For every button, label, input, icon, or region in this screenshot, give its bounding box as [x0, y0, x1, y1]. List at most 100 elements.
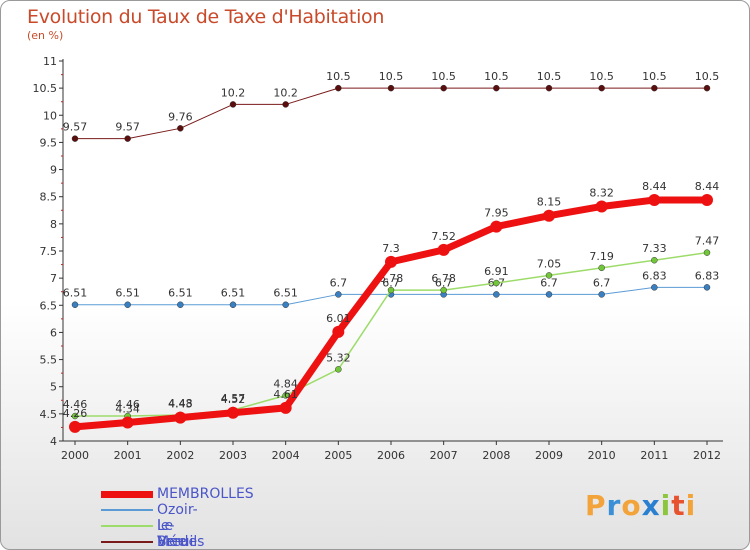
data-label: 7.19: [589, 250, 614, 263]
data-label: 4.48: [168, 397, 193, 410]
chart-title: Evolution du Taux de Taxe d'Habitation: [27, 6, 385, 28]
data-point: [648, 193, 661, 206]
data-label: 8.15: [537, 196, 562, 209]
data-point: [335, 291, 342, 298]
y-tick-label: 7: [50, 272, 57, 285]
data-point: [493, 84, 500, 92]
logo-letter: x: [641, 489, 661, 522]
data-point: [124, 301, 131, 308]
x-tick-label: 2006: [377, 449, 405, 462]
x-tick-label: 2008: [482, 449, 510, 462]
x-tick-label: 2011: [640, 449, 668, 462]
data-label: 4.57: [221, 392, 246, 405]
data-label: 7.05: [537, 257, 562, 270]
data-label: 4.46: [115, 398, 140, 411]
data-label: 7.95: [484, 207, 509, 220]
data-point: [71, 412, 79, 420]
data-label: 7.47: [695, 235, 720, 248]
data-label: 6.51: [221, 287, 246, 300]
data-point: [385, 255, 397, 268]
data-label: 6.83: [642, 269, 667, 282]
y-tick-label: 5: [50, 381, 57, 394]
data-point: [493, 291, 500, 298]
data-point: [490, 220, 503, 233]
data-point: [493, 279, 500, 287]
y-tick-label: 9: [50, 164, 57, 177]
y-tick-label: 4: [50, 435, 57, 448]
data-label: 4.46: [63, 398, 88, 411]
logo-letter: i: [660, 489, 672, 522]
chart-subtitle: (en %): [27, 29, 64, 42]
data-point: [598, 84, 605, 92]
data-point: [598, 291, 605, 298]
y-tick-label: 8: [50, 218, 57, 231]
data-point: [387, 84, 395, 92]
data-point: [71, 135, 79, 142]
data-label: 6.7: [593, 276, 611, 289]
data-label: 4.52: [221, 393, 246, 406]
data-point: [282, 301, 289, 308]
data-label: 6.51: [273, 287, 298, 300]
logo-letter: r: [606, 489, 622, 522]
legend-label: MEMBROLLES: [157, 486, 254, 502]
data-label: 10.5: [537, 70, 562, 83]
x-tick-label: 2000: [61, 449, 89, 462]
data-point: [703, 284, 711, 291]
data-point: [335, 366, 342, 373]
data-point: [282, 392, 289, 399]
data-label: 10.5: [379, 70, 404, 83]
data-label: 10.5: [484, 70, 509, 83]
data-label: 6.51: [63, 287, 88, 300]
y-tick-label: 5.5: [40, 354, 58, 367]
logo-letter: o: [621, 489, 642, 522]
logo-letter: i: [685, 489, 697, 522]
data-label: 6.01: [326, 312, 351, 325]
data-point: [545, 272, 553, 279]
data-point: [437, 243, 450, 256]
legend-label: Ozoir-le-Breuil: [157, 502, 198, 550]
series-line: [71, 196, 711, 431]
y-tick-label: 8.5: [40, 191, 58, 204]
data-point: [121, 416, 134, 429]
y-tick-label: 4.5: [40, 408, 58, 421]
data-label: 5.32: [326, 351, 351, 364]
data-point: [177, 301, 184, 308]
data-label: 9.76: [168, 110, 193, 123]
data-point: [703, 249, 711, 256]
y-tick-label: 6: [50, 326, 57, 339]
logo-letter: t: [671, 489, 686, 522]
data-label: 6.7: [435, 276, 453, 289]
y-tick-label: 6.5: [40, 299, 58, 312]
data-label: 8.32: [589, 186, 614, 199]
legend-swatch: [101, 525, 153, 527]
data-point: [651, 256, 658, 264]
data-label: 8.44: [695, 180, 720, 193]
data-label: 6.51: [168, 287, 193, 300]
data-point: [543, 209, 555, 222]
y-tick-label: 7.5: [40, 245, 58, 258]
data-label: 7.3: [382, 242, 400, 255]
data-point: [387, 286, 395, 294]
x-tick-label: 2002: [166, 449, 194, 462]
data-label: 10.5: [431, 70, 456, 83]
x-tick-label: 2012: [693, 449, 721, 462]
data-point: [598, 264, 605, 272]
data-label: 9.57: [63, 121, 88, 134]
proxiti-logo[interactable]: Proxiti: [585, 489, 696, 522]
y-tick-label: 10: [43, 109, 57, 122]
data-point: [440, 84, 447, 92]
data-label: 4.26: [63, 407, 88, 420]
data-point: [69, 420, 81, 433]
data-label: 4.34: [115, 403, 140, 416]
data-point: [701, 193, 713, 206]
data-point: [124, 135, 131, 142]
data-label: 6.7: [330, 276, 348, 289]
data-label: 7.52: [431, 230, 456, 243]
data-label: 10.2: [273, 86, 298, 99]
data-point: [595, 200, 608, 213]
data-label: 4.84: [273, 377, 298, 390]
legend-swatch: [101, 541, 153, 543]
data-label: 10.5: [326, 70, 351, 83]
